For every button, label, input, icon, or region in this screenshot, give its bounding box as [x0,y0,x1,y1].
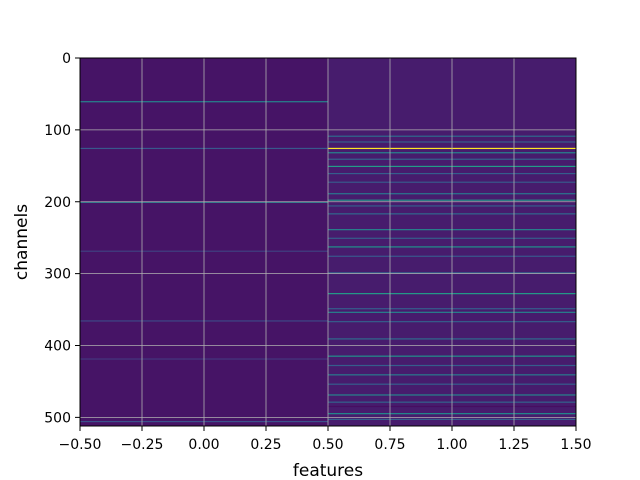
grid-lines [79,57,577,426]
y-tick-label: 300 [44,267,71,283]
x-tick-label: 1.25 [498,437,529,453]
y-axis-ticks: 0 100 200 300 400 500 [44,51,80,426]
x-tick-label: 0.50 [312,437,343,453]
x-axis-ticks: −0.50 −0.25 0.00 0.25 0.50 0.75 1.00 1.25 1.50 [59,426,592,453]
y-tick-label: 0 [62,51,71,67]
x-axis-label: features [293,461,363,480]
y-tick-label: 200 [44,195,71,211]
y-tick-label: 500 [44,410,71,426]
x-tick-label: 0.00 [188,437,219,453]
y-tick-label: 400 [44,339,71,355]
y-tick-label: 100 [44,123,71,139]
x-tick-label: −0.25 [121,437,164,453]
x-tick-label: −0.50 [59,437,102,453]
x-tick-label: 1.00 [436,437,467,453]
y-axis-label: channels [12,204,32,280]
x-tick-label: 0.25 [250,437,281,453]
x-tick-label: 0.75 [374,437,405,453]
x-tick-label: 1.50 [560,437,591,453]
